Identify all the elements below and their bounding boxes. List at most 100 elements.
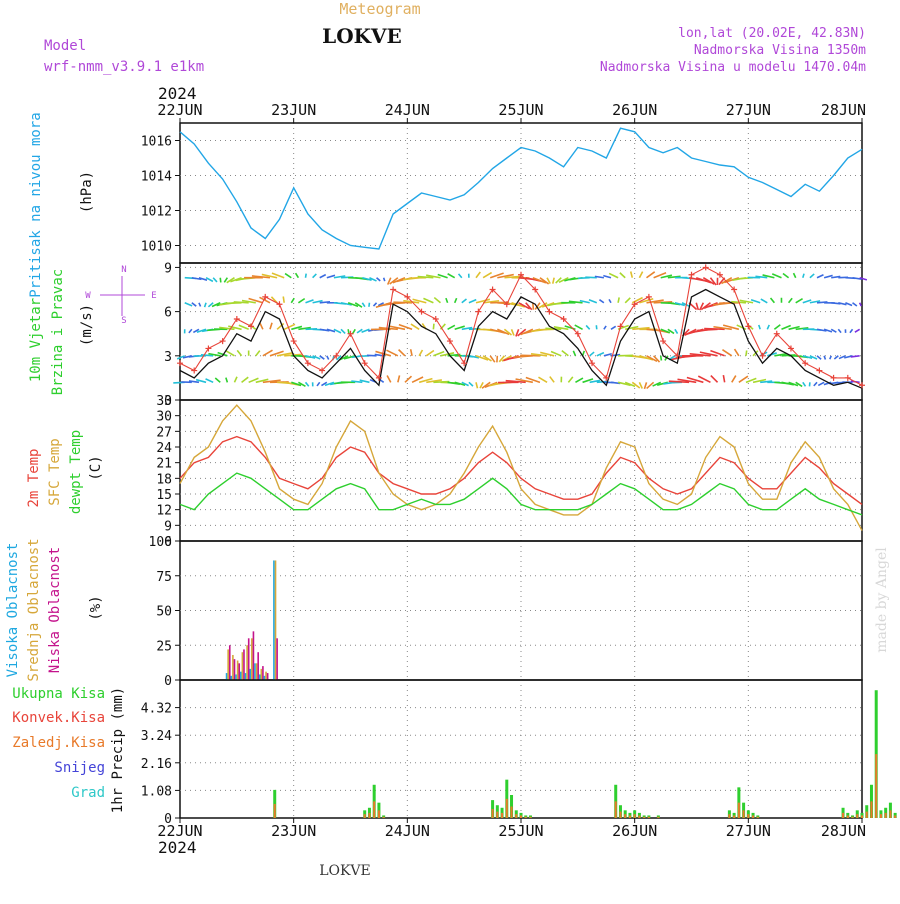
wind-gust-marker (703, 264, 709, 270)
wind-arrow (226, 378, 228, 383)
cloud-mid-bar (261, 669, 263, 680)
wind-arrow (817, 356, 821, 359)
precip-convective-bar (861, 815, 863, 818)
temp-ylabel-3: dewpt Temp (68, 430, 84, 514)
precip-convective-bar (847, 815, 849, 818)
compass-south: S (121, 316, 126, 326)
wind-arrow (732, 376, 736, 383)
wind-arrow (206, 379, 214, 382)
wind-ytick-label: 9 (164, 261, 172, 276)
precip-convective-bar (364, 814, 366, 818)
wind-arrow (192, 303, 196, 306)
wind-arrow (814, 382, 817, 386)
wind-arrow (631, 271, 633, 277)
wind-arrow (553, 278, 554, 284)
wind-arrow (817, 275, 823, 278)
precip-convective-bar (852, 817, 854, 818)
precip-convective-bar (752, 815, 754, 818)
precip-convective-bar (875, 754, 877, 818)
wind-gust-marker (816, 368, 822, 374)
wind-arrow (448, 274, 455, 278)
legend-total-rain: Ukupna Kisa (12, 686, 105, 702)
wind-arrow (723, 375, 724, 382)
station-title: LOKVE (322, 24, 402, 48)
wind-arrow (327, 356, 329, 360)
wind-arrow (469, 382, 473, 386)
wind-arrow (213, 278, 217, 282)
cloud-mid-bar (232, 655, 234, 680)
wind-arrow (242, 377, 249, 382)
wind-arrow (384, 278, 385, 281)
wind-arrow (285, 274, 291, 278)
wind-arrow (320, 356, 325, 359)
x-tick-label-bottom: 27JUN (726, 822, 771, 840)
precip-convective-bar (733, 815, 735, 818)
wind-arrow (374, 303, 377, 306)
legend-freezing-rain: Zaledj.Kisa (12, 735, 105, 751)
wind-arrow (568, 377, 572, 382)
precip-convective-bar (506, 799, 508, 818)
precip-convective-bar (743, 810, 745, 818)
precip-convective-bar (894, 815, 896, 818)
wind-arrow (810, 274, 814, 278)
wind-arrow (185, 303, 192, 306)
wind-arrow (405, 376, 412, 382)
pressure-ytick-label: 1012 (141, 205, 172, 220)
precip-convective-bar (615, 801, 617, 818)
wind-arrow (803, 274, 804, 278)
wind-arrow (369, 303, 370, 307)
wind-arrow (313, 274, 317, 278)
x-tick-label-top: 26JUN (612, 101, 657, 119)
wind-arrow (850, 329, 853, 332)
cloud-mid-bar (237, 661, 239, 680)
wind-arrow (562, 351, 569, 356)
wind-gust-marker (291, 338, 297, 344)
wind-compass: N W E S (85, 265, 156, 326)
precip-convective-bar (515, 814, 517, 818)
wind-arrow (586, 325, 590, 329)
wind-arrow (476, 272, 480, 278)
precip-convective-bar (629, 815, 631, 818)
wind-arrow (189, 329, 192, 333)
legend-hail: Grad (71, 785, 105, 801)
elevation-label: Nadmorska Visina 1350m (694, 43, 866, 58)
precip-convective-bar (501, 813, 503, 818)
wind-arrow (341, 329, 345, 333)
wind-arrow (469, 300, 476, 303)
wind-ylabel-1: 10m Vjetar (28, 298, 44, 382)
cloud-high-bar (273, 560, 275, 680)
precip-ytick-label: 1.08 (141, 784, 172, 799)
wind-arrow (398, 375, 400, 382)
x-tick-label-top: 25JUN (498, 101, 543, 119)
compass-north: N (121, 265, 126, 275)
wind-arrow (675, 329, 678, 333)
precip-legend: Ukupna Kisa Konvek.Kisa Zaledj.Kisa Snij… (12, 686, 105, 801)
precip-convective-bar (383, 817, 385, 818)
wind-arrow (855, 329, 860, 332)
precip-convective-bar (638, 815, 640, 818)
cloud-ytick-label: 50 (156, 605, 172, 620)
cloud-high-bar (259, 674, 261, 680)
precip-convective-bar (648, 817, 650, 818)
wind-arrow (377, 278, 381, 281)
wind-arrow (306, 274, 307, 278)
wind-arrow (851, 356, 860, 357)
cloud-high-bar (254, 663, 256, 680)
wind-arrow (291, 298, 294, 303)
wind-arrow (205, 303, 206, 307)
pressure-ytick-label: 1010 (141, 240, 172, 255)
wind-arrow (590, 352, 594, 356)
cloud-mid-bar (251, 638, 253, 680)
x-tick-label-bottom: 22JUN (157, 822, 202, 840)
cloud-ytick-label: 75 (156, 570, 172, 585)
wind-arrow (476, 382, 477, 388)
cloud-high-bar (240, 672, 242, 680)
temp-ytick-label: 15 (156, 488, 172, 503)
cloud-low-bar (262, 666, 264, 680)
x-tick-label-bottom: 24JUN (385, 822, 430, 840)
wind-arrow (618, 297, 619, 302)
wind-arrow (459, 274, 462, 278)
compass-east: E (151, 291, 156, 301)
wind-gust-marker (475, 309, 481, 315)
